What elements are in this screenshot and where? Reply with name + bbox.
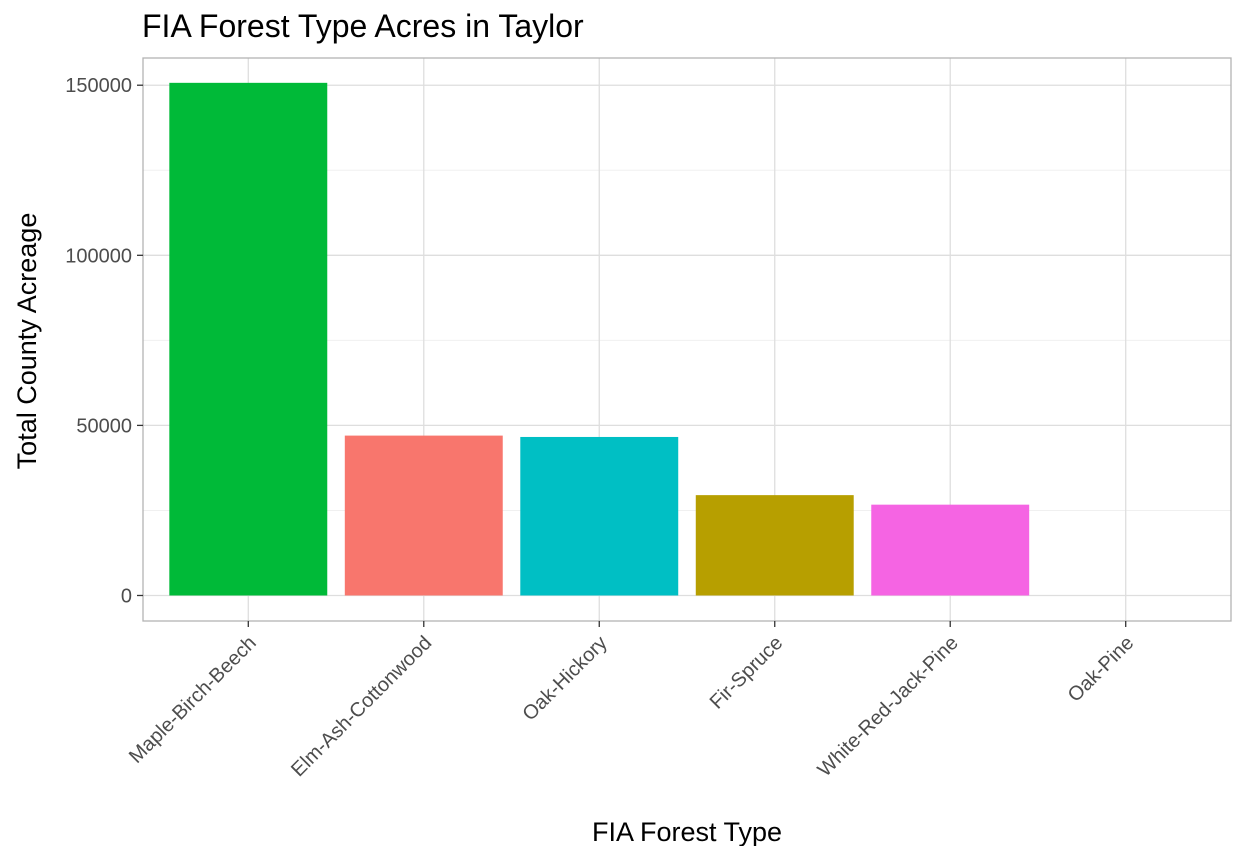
x-tick-label: White-Red-Jack-Pine [814,632,963,781]
bars [169,82,1030,596]
y-tick-label: 0 [121,585,132,607]
x-tick-label: Maple-Birch-Beech [125,632,261,768]
bar-white-red-jack-pine [871,504,1030,596]
y-tick-label: 150000 [65,75,132,97]
panel-border [142,57,1232,622]
bar-fir-spruce [695,495,854,596]
x-tick-label: Oak-Hickory [518,632,611,725]
chart-title: FIA Forest Type Acres in Taylor [142,8,584,44]
x-tick-label: Fir-Spruce [706,632,788,714]
bar-maple-birch-beech [169,82,328,596]
x-tick-label: Elm-Ash-Cottonwood [287,632,436,781]
bar-oak-hickory [520,436,679,596]
y-tick-label: 50000 [76,415,132,437]
bar-elm-ash-cottonwood [344,435,503,596]
y-tick-label: 100000 [65,245,132,267]
x-tick-label: Oak-Pine [1064,632,1139,707]
y-axis-title: Total County Acreage [12,213,42,470]
x-axis-title: FIA Forest Type [592,817,782,846]
